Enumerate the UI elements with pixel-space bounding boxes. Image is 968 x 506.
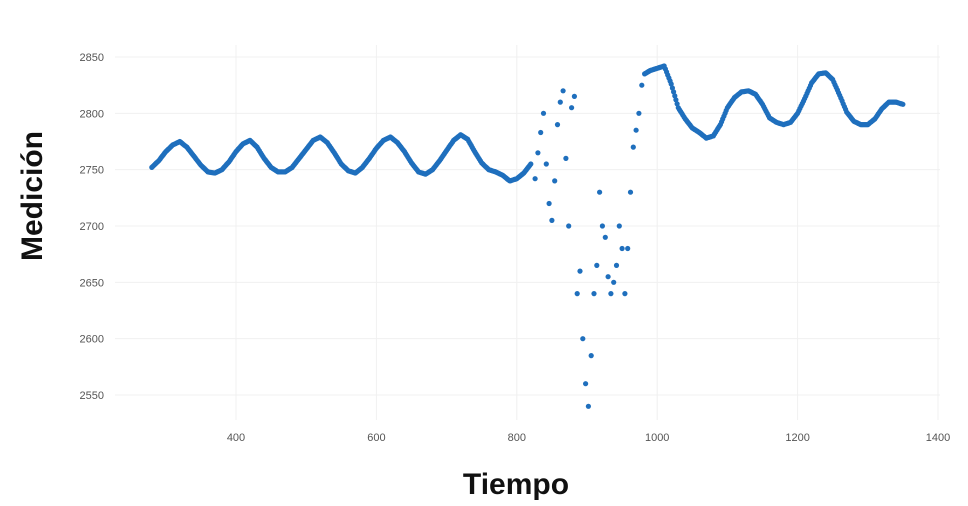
data-point [597, 189, 603, 195]
data-point [557, 99, 563, 105]
x-tick-label: 1400 [926, 432, 950, 444]
data-point [583, 381, 589, 387]
data-point [549, 217, 555, 223]
data-point [625, 245, 631, 252]
data-point [585, 403, 592, 409]
data-point [588, 353, 594, 359]
data-point [672, 93, 678, 99]
y-tick-label: 2750 [80, 165, 104, 177]
data-point [627, 189, 634, 195]
data-point [613, 262, 620, 268]
data-point [611, 279, 617, 285]
x-tick-label: 800 [508, 432, 526, 444]
data-point [671, 89, 677, 95]
data-point [580, 336, 586, 342]
grid [115, 45, 940, 420]
data-point [616, 223, 622, 229]
y-tick-label: 2700 [80, 221, 104, 233]
data-point [577, 268, 583, 274]
x-tick-label: 1200 [785, 432, 809, 444]
data-point [608, 291, 614, 297]
data-point [633, 127, 639, 133]
y-tick-label: 2550 [80, 390, 104, 402]
data-point [619, 245, 625, 252]
data-point [566, 223, 572, 229]
data-point [540, 110, 547, 116]
data-point [574, 291, 580, 297]
data-point [636, 110, 642, 116]
data-point [554, 122, 561, 128]
data-point [543, 161, 549, 167]
data-point [552, 178, 558, 184]
data-point [591, 291, 597, 297]
data-point [639, 82, 645, 88]
data-point [546, 200, 552, 207]
data-points [149, 63, 906, 409]
x-axis-title: Tiempo [463, 468, 569, 501]
y-tick-label: 2650 [80, 277, 104, 289]
data-point [622, 291, 628, 297]
data-point [673, 97, 679, 103]
data-point [668, 81, 674, 87]
data-point [630, 144, 636, 150]
data-point [563, 155, 569, 161]
data-point [528, 161, 534, 167]
x-tick-label: 600 [367, 432, 385, 444]
data-point [569, 105, 575, 111]
data-point [599, 223, 606, 229]
y-tick-label: 2850 [80, 52, 104, 64]
data-point [532, 176, 538, 182]
data-point [669, 85, 676, 91]
x-tick-label: 400 [227, 432, 245, 444]
y-axis-ticks: 2550 2600 2650 2700 2750 2800 2850 [80, 52, 104, 402]
data-point [900, 101, 906, 107]
x-tick-label: 1000 [645, 432, 669, 444]
data-point [594, 262, 600, 268]
data-point [605, 274, 611, 280]
data-point [602, 234, 608, 240]
x-axis-ticks: 400 600 800 1000 1200 1400 [227, 432, 950, 444]
y-tick-label: 2600 [80, 334, 104, 346]
data-point [538, 129, 544, 136]
y-tick-label: 2800 [80, 108, 104, 120]
data-point [674, 101, 680, 107]
data-point [535, 150, 541, 156]
y-axis-title: Medición [16, 131, 49, 261]
data-point [560, 88, 566, 94]
data-point [571, 93, 578, 99]
